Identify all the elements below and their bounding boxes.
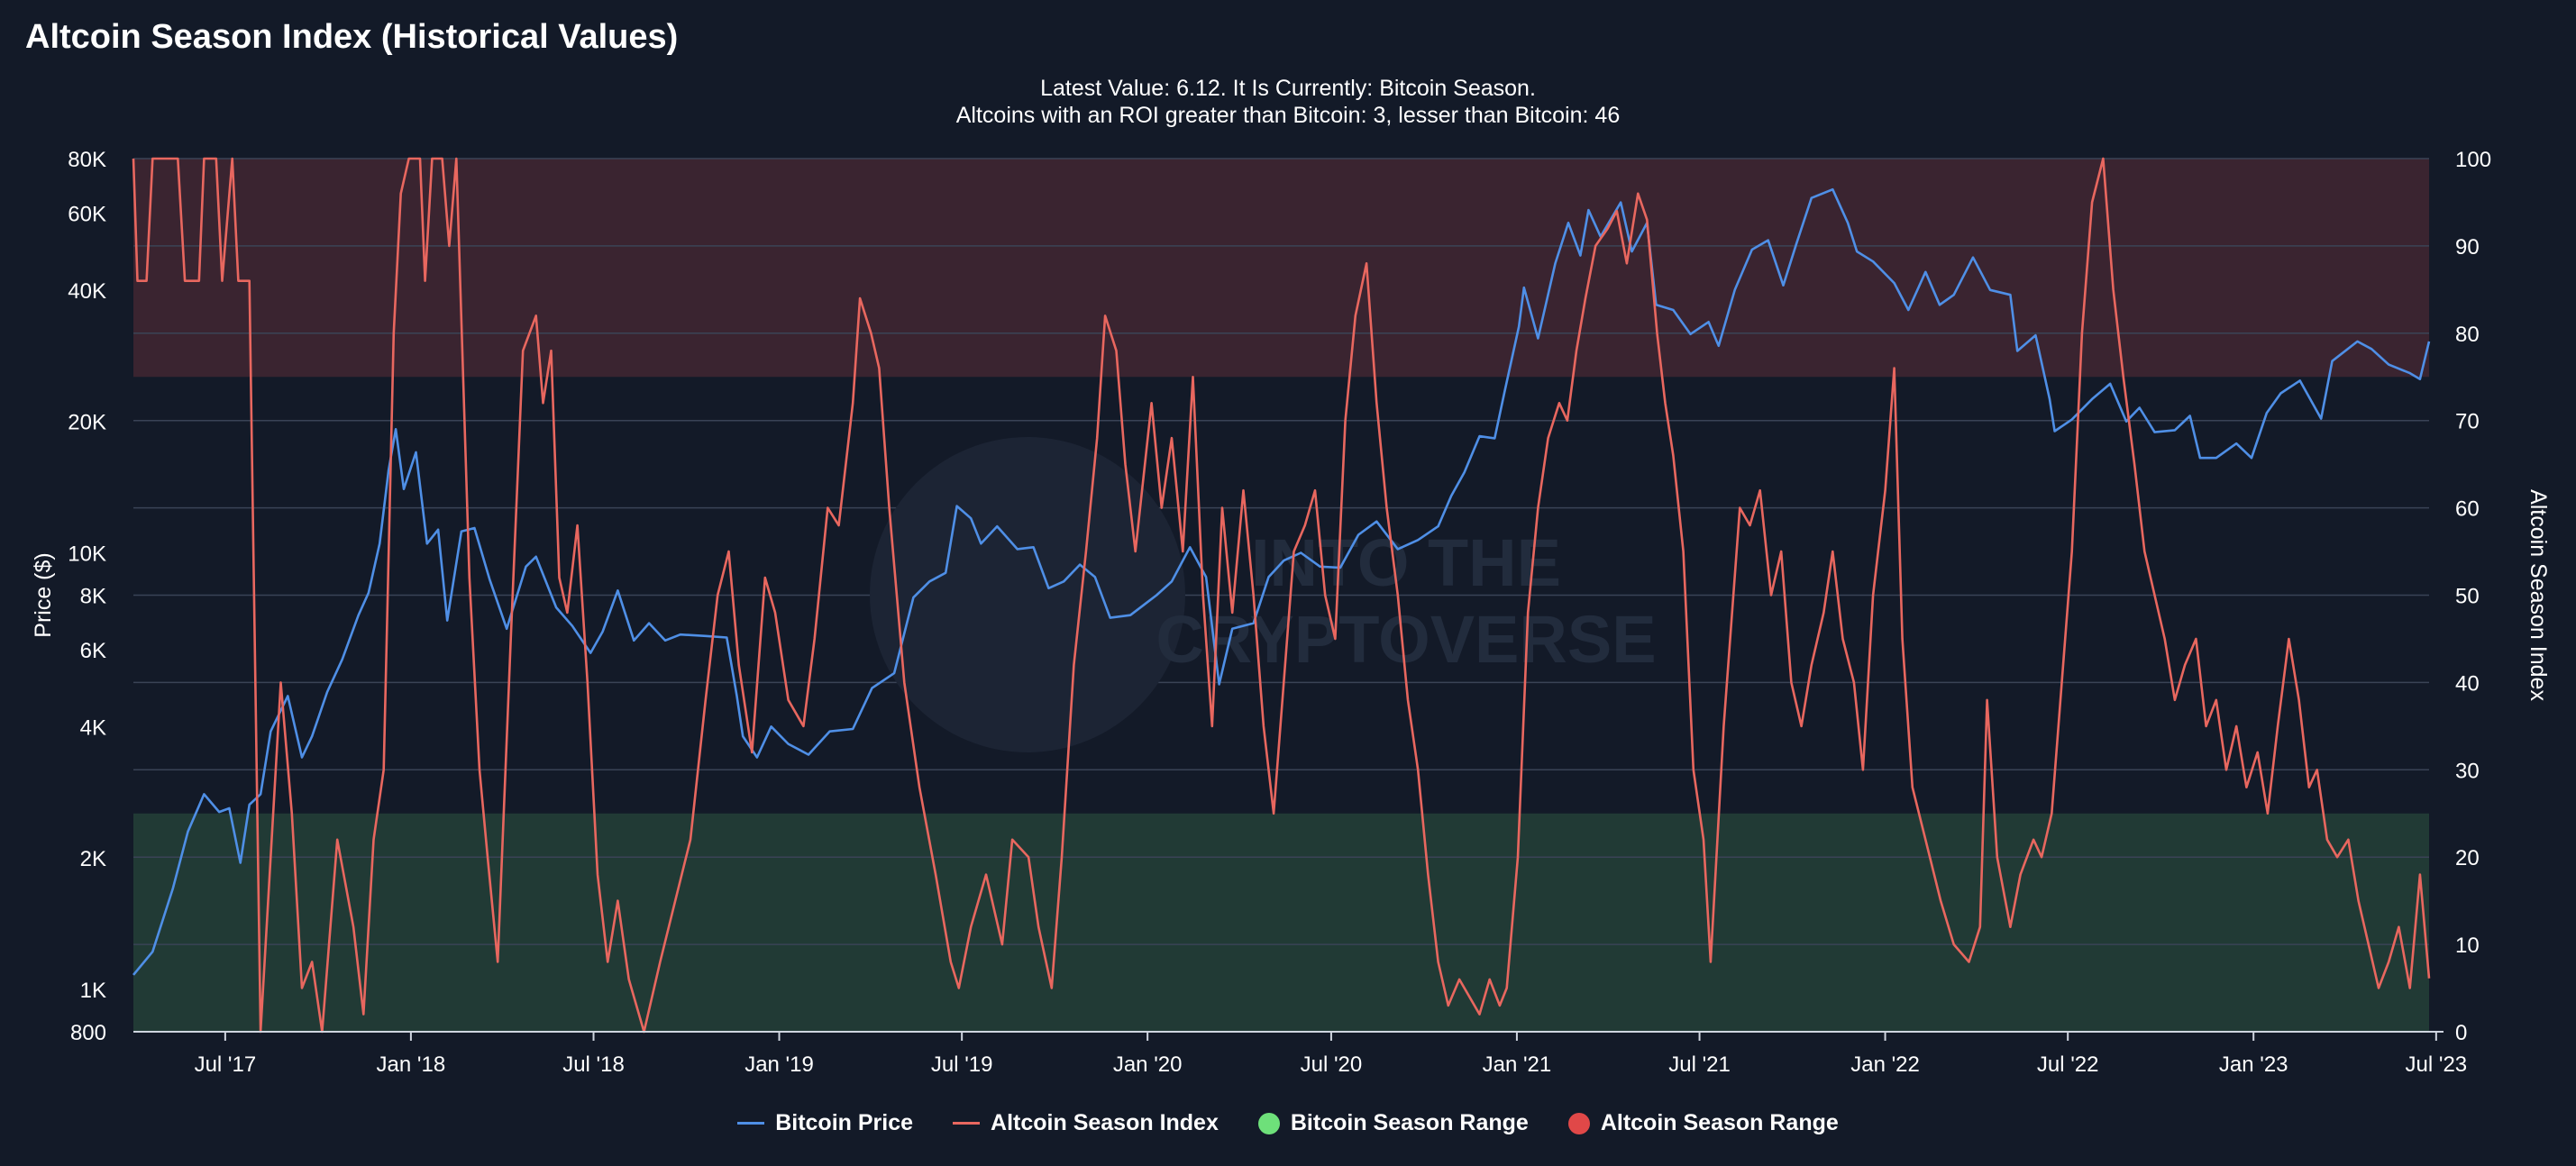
y-left-tick-label: 1K [80,979,106,1003]
legend-label: Bitcoin Price [775,1110,914,1135]
legend-item-bitcoin-season-range[interactable]: Bitcoin Season Range [1257,1110,1529,1136]
legend-line-icon [737,1122,765,1125]
y-left-axis-title: Price ($) [31,552,56,637]
legend-dot-icon [1257,1112,1280,1134]
x-tick-label: Jan '22 [1850,1052,1920,1077]
chart-subtitle-latest-value: Latest Value: 6.12. It Is Currently: Bit… [1040,76,1536,101]
x-tick-label: Jul '18 [562,1052,625,1077]
altcoin-season-band [133,159,2429,378]
x-tick-label: Jul '19 [931,1052,993,1077]
chart-subtitle-roi-counts: Altcoins with an ROI greater than Bitcoi… [955,103,1621,128]
y-right-axis-title: Altcoin Season Index [2526,489,2551,701]
bitcoin-price-line [132,187,2431,976]
y-right-tick-label: 80 [2455,323,2480,347]
y-right-tick-label: 50 [2455,585,2480,609]
legend-item-altcoin-season-range[interactable]: Altcoin Season Range [1567,1110,1839,1136]
axes: Jul '17 Jan '18 Jul '18 Jan '19 Jul '19 Jan '… [31,148,2551,1077]
watermark-text-line1: INTO THE [1251,525,1561,600]
x-tick-label: Jul '22 [2037,1052,2099,1077]
x-tick-label: Jan '23 [2219,1052,2288,1077]
y-right-tick-label: 40 [2455,671,2480,696]
bitcoin-season-band [133,813,2429,1032]
legend-item-bitcoin-price[interactable]: Bitcoin Price [737,1110,913,1136]
watermark-logo-icon [870,437,1185,752]
x-tick-label: Jul '20 [1301,1052,1363,1077]
y-right-tick-label: 100 [2455,148,2491,172]
x-tick-label: Jul '17 [195,1052,257,1077]
watermark-text-line2: CRYPTOVERSE [1156,602,1656,677]
y-right-tick-label: 60 [2455,497,2480,522]
y-left-tick-label: 2K [80,847,106,871]
y-left-tick-label: 8K [80,585,106,609]
x-tick-label: Jan '20 [1113,1052,1183,1077]
y-left-tick-label: 4K [80,715,106,740]
y-right-tick-label: 10 [2455,934,2480,958]
y-left-tick-label: 10K [68,542,106,567]
y-left-tick-label: 40K [68,279,106,304]
page-title: Altcoin Season Index (Historical Values) [25,18,679,56]
series-lines [132,157,2431,1034]
x-tick-label: Jan '21 [1483,1052,1552,1077]
y-left-tick-label: 800 [70,1021,106,1045]
y-left-tick-label: 6K [80,639,106,663]
y-right-tick-label: 20 [2455,846,2480,870]
legend-label: Bitcoin Season Range [1290,1110,1529,1135]
x-tick-label: Jul '21 [1668,1052,1731,1077]
legend-label: Altcoin Season Range [1600,1110,1839,1135]
y-right-tick-label: 30 [2455,759,2480,783]
y-right-tick-label: 90 [2455,235,2480,260]
legend-item-altcoin-season-index[interactable]: Altcoin Season Index [953,1110,1219,1136]
legend-dot-icon [1567,1112,1590,1134]
x-tick-label: Jan '18 [377,1052,446,1077]
watermark: INTO THE CRYPTOVERSE [870,437,1657,752]
y-left-tick-label: 80K [68,148,106,172]
y-left-tick-label: 20K [68,411,106,435]
season-bands [133,159,2429,1032]
chart-legend: Bitcoin Price Altcoin Season Index Bitcoin… [0,1110,2576,1136]
x-tick-label: Jan '19 [744,1052,814,1077]
legend-label: Altcoin Season Index [991,1110,1219,1135]
y-right-tick-label: 70 [2455,410,2480,434]
y-left-tick-label: 60K [68,203,106,227]
legend-line-icon [953,1122,981,1125]
x-tick-label: Jul '23 [2406,1052,2468,1077]
y-right-tick-label: 0 [2455,1021,2467,1045]
altcoin-season-index-line [132,157,2431,1034]
